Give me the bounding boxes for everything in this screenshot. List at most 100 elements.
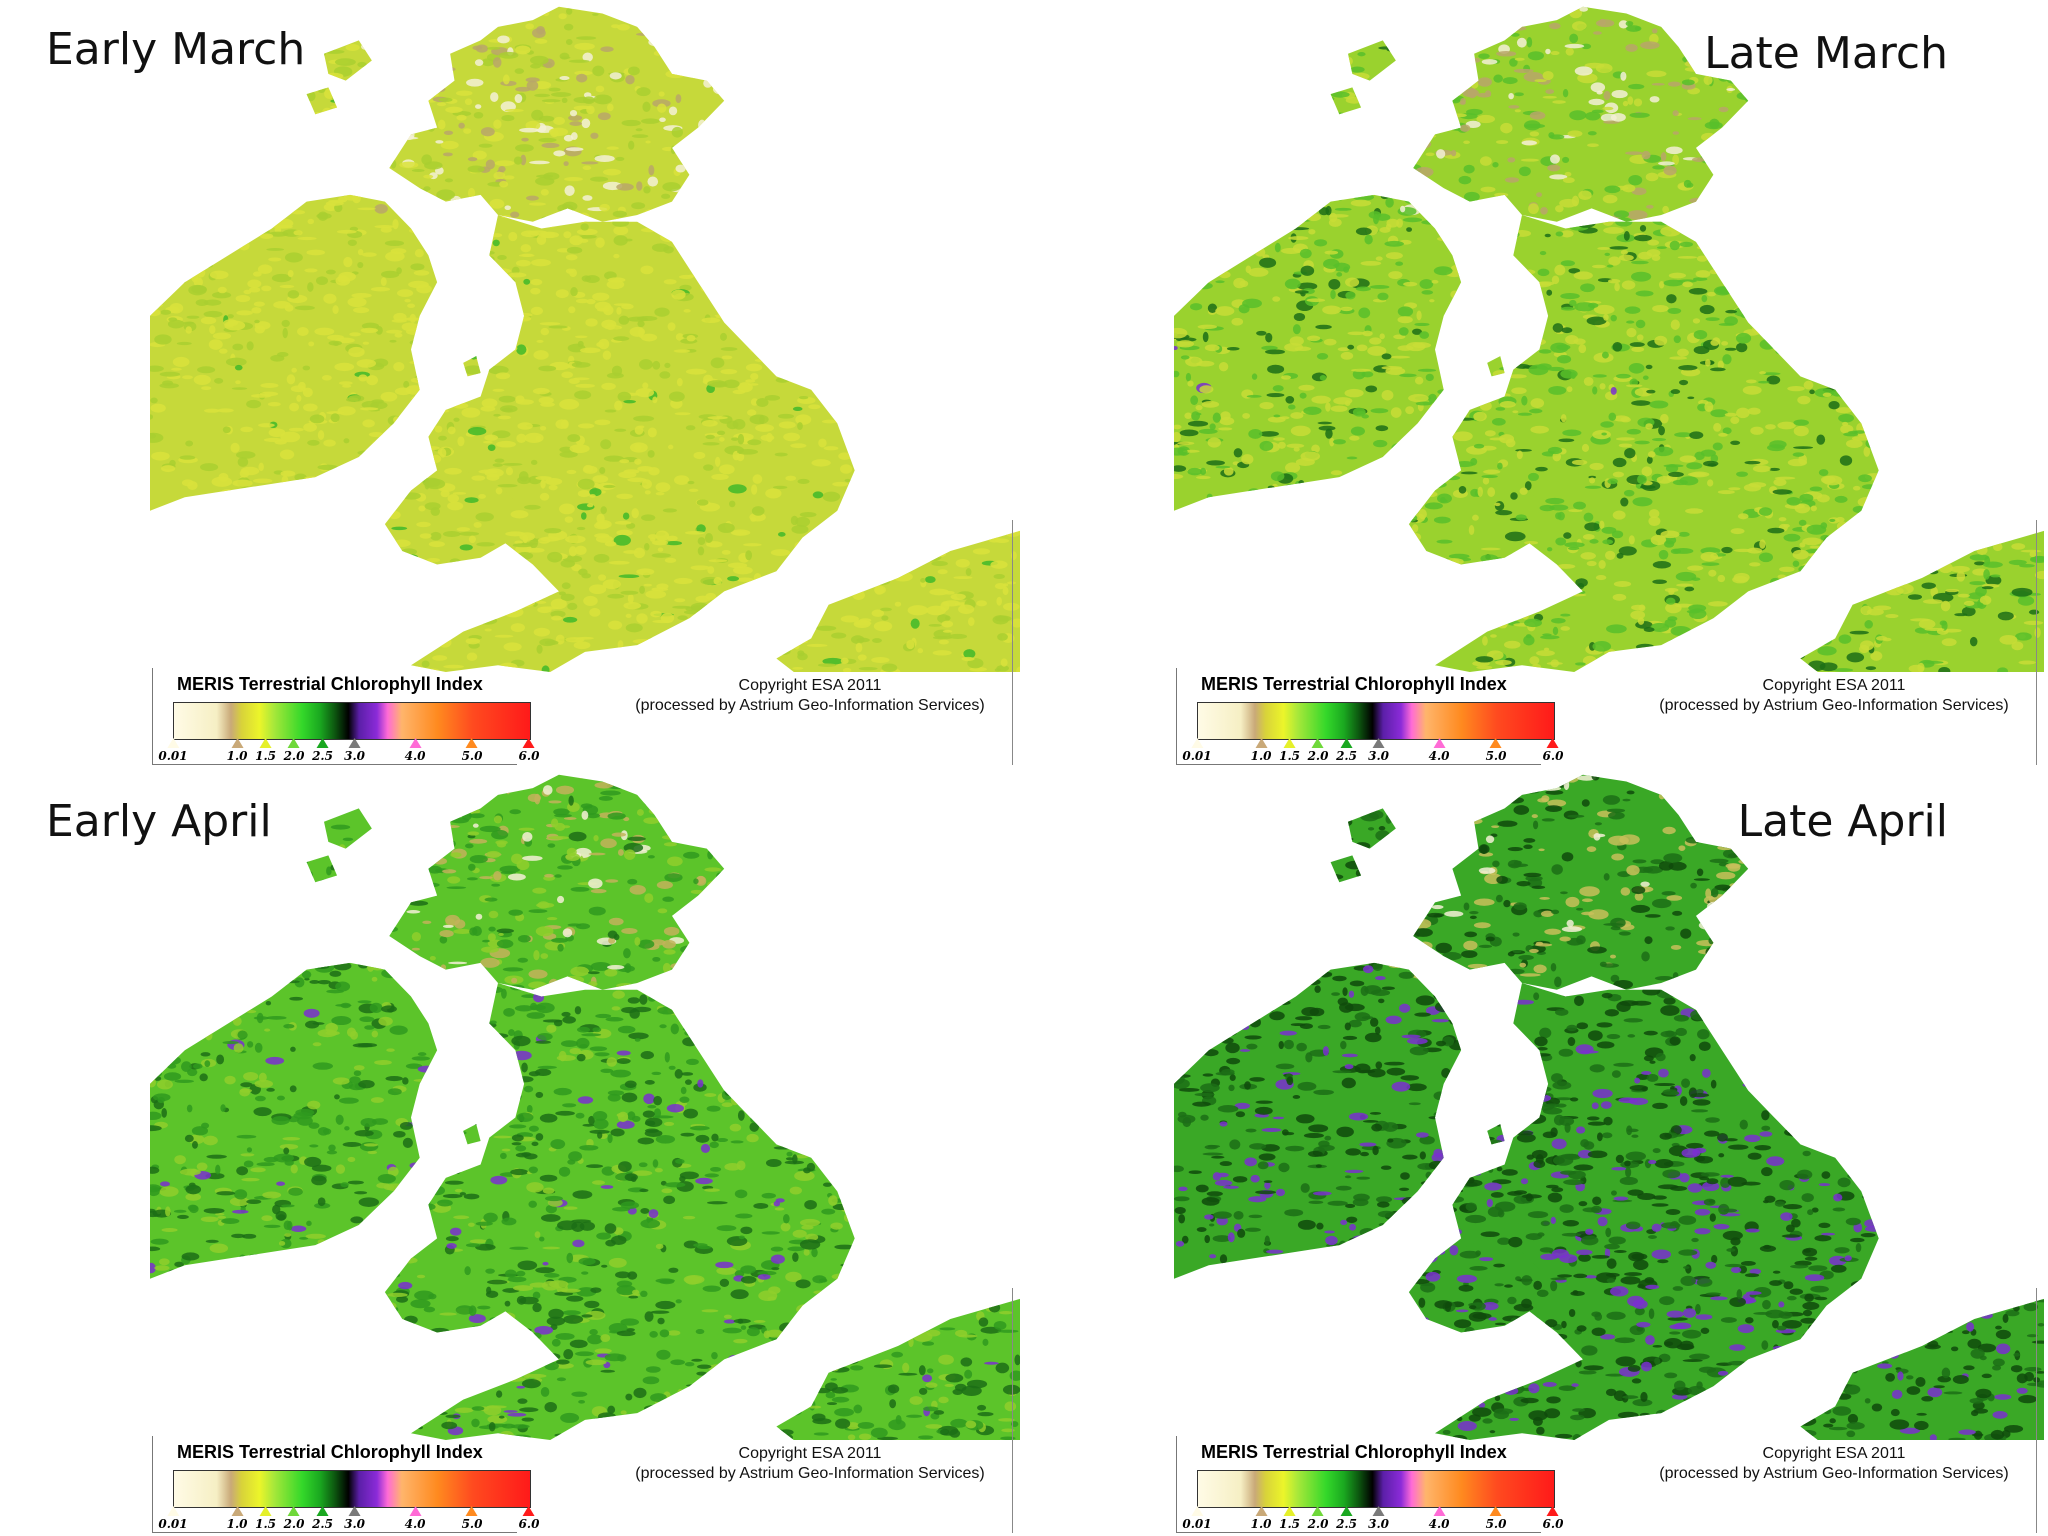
chlorophyll-map bbox=[1174, 768, 2044, 1440]
tick-marker-icon bbox=[1546, 1506, 1559, 1516]
copyright-line1: Copyright ESA 2011 bbox=[1762, 677, 1906, 694]
tick-label: 1.5 bbox=[1279, 1517, 1300, 1531]
map-panel: Early March MERIS Terrestrial Chlorophyl… bbox=[0, 0, 1024, 768]
legend-ticks: 0.01 1.0 1.5 2.0 2.5 3.0 4.0 5.0 6.0 bbox=[1182, 1506, 1563, 1534]
chlorophyll-map bbox=[150, 768, 1020, 1440]
copyright-line1: Copyright ESA 2011 bbox=[738, 1445, 882, 1462]
tick-marker-icon bbox=[1372, 1506, 1385, 1516]
legend-color-scale bbox=[1197, 1470, 1555, 1508]
tick-marker-icon bbox=[1372, 738, 1385, 748]
copyright-line1: Copyright ESA 2011 bbox=[1762, 1445, 1906, 1462]
tick-marker-icon bbox=[1490, 738, 1503, 748]
legend-tick: 5.0 bbox=[1485, 738, 1507, 763]
legend-color-scale bbox=[173, 1470, 531, 1508]
tick-marker-icon bbox=[348, 738, 361, 748]
tick-marker-icon bbox=[466, 1506, 479, 1516]
legend-tick: 4.0 bbox=[1429, 738, 1450, 763]
tick-label: 1.0 bbox=[1250, 1517, 1272, 1531]
tick-label: 2.5 bbox=[312, 1517, 333, 1531]
tick-marker-icon bbox=[409, 738, 422, 748]
tick-label: 4.0 bbox=[404, 749, 426, 763]
landmass-group bbox=[150, 774, 1020, 1440]
tick-label: 4.0 bbox=[404, 1517, 426, 1531]
legend-tick: 2.0 bbox=[1307, 1506, 1329, 1531]
legend-tick: 0.01 bbox=[158, 738, 188, 763]
legend-tick: 2.5 bbox=[1336, 738, 1357, 763]
copyright-line2: (processed by Astrium Geo-Information Se… bbox=[1659, 1465, 2009, 1482]
tick-marker-icon bbox=[1255, 1506, 1268, 1516]
tick-marker-icon bbox=[288, 738, 301, 748]
legend-tick: 5.0 bbox=[461, 1506, 483, 1531]
tick-marker-icon bbox=[1340, 738, 1353, 748]
tick-label: 4.0 bbox=[1428, 749, 1450, 763]
copyright-line2: (processed by Astrium Geo-Information Se… bbox=[1659, 697, 2009, 714]
legend-title: MERIS Terrestrial Chlorophyll Index bbox=[1201, 1442, 1507, 1462]
legend-tick: 6.0 bbox=[519, 738, 539, 763]
tick-marker-icon bbox=[1283, 738, 1296, 748]
legend-tick: 2.0 bbox=[283, 1506, 305, 1531]
tick-marker-icon bbox=[1312, 738, 1325, 748]
panel-title: Early March bbox=[46, 24, 306, 75]
land-france bbox=[1800, 530, 2044, 672]
tick-label: 1.0 bbox=[226, 1517, 248, 1531]
tick-label: 2.0 bbox=[283, 1517, 305, 1531]
land-hebrides bbox=[306, 808, 372, 883]
legend-tick: 4.0 bbox=[405, 1506, 426, 1531]
legend-tick: 6.0 bbox=[518, 1506, 540, 1531]
tick-label: 1.5 bbox=[1279, 749, 1300, 763]
copyright-note: Copyright ESA 2011 (processed by Astrium… bbox=[600, 676, 1020, 716]
tick-marker-icon bbox=[522, 738, 535, 748]
legend-ticks: 0.01 1.0 1.5 2.0 2.5 3.0 4.0 5.0 6.0 bbox=[158, 1506, 539, 1534]
panel-divider bbox=[2036, 520, 2037, 765]
copyright-line1: Copyright ESA 2011 bbox=[738, 677, 882, 694]
tick-marker-icon bbox=[522, 1506, 535, 1516]
legend-color-scale bbox=[1197, 702, 1555, 740]
tick-label: 1.0 bbox=[226, 749, 248, 763]
tick-label: 6.0 bbox=[518, 1517, 540, 1531]
legend-tick: 3.0 bbox=[344, 1506, 365, 1531]
legend-tick: 3.0 bbox=[1368, 738, 1389, 763]
tick-marker-icon bbox=[466, 738, 479, 748]
tick-marker-icon bbox=[259, 738, 272, 748]
copyright-note: Copyright ESA 2011 (processed by Astrium… bbox=[1624, 1444, 2044, 1484]
map-panel: Late April MERIS Terrestrial Chlorophyll… bbox=[1024, 768, 2048, 1536]
legend-tick: 5.0 bbox=[1485, 1506, 1507, 1531]
legend-color-scale bbox=[173, 702, 531, 740]
legend-tick: 2.0 bbox=[1307, 738, 1329, 763]
legend: MERIS Terrestrial Chlorophyll Index 0.01… bbox=[152, 1436, 539, 1533]
tick-label: 1.5 bbox=[255, 749, 276, 763]
legend-tick: 6.0 bbox=[1543, 1506, 1563, 1531]
tick-marker-icon bbox=[1190, 738, 1203, 748]
tick-label: 2.0 bbox=[1307, 749, 1329, 763]
tick-label: 5.0 bbox=[1485, 749, 1507, 763]
chlorophyll-map bbox=[1174, 0, 2044, 672]
tick-label: 5.0 bbox=[1485, 1517, 1507, 1531]
legend: MERIS Terrestrial Chlorophyll Index 0.01… bbox=[1176, 1436, 1563, 1533]
tick-marker-icon bbox=[231, 738, 244, 748]
legend-tick: 0.01 bbox=[1182, 738, 1212, 763]
tick-marker-icon bbox=[348, 1506, 361, 1516]
legend: MERIS Terrestrial Chlorophyll Index 0.01… bbox=[152, 668, 539, 765]
tick-label: 3.0 bbox=[1368, 1517, 1389, 1531]
legend-title: MERIS Terrestrial Chlorophyll Index bbox=[1201, 674, 1507, 694]
tick-marker-icon bbox=[166, 1506, 179, 1516]
legend-tick: 1.5 bbox=[1279, 738, 1300, 763]
panel-title: Late March bbox=[1704, 28, 1948, 79]
tick-label: 2.0 bbox=[283, 749, 305, 763]
tick-label: 3.0 bbox=[344, 1517, 365, 1531]
copyright-line2: (processed by Astrium Geo-Information Se… bbox=[635, 697, 985, 714]
tick-label: 2.0 bbox=[1307, 1517, 1329, 1531]
legend-tick: 2.0 bbox=[283, 738, 305, 763]
tick-marker-icon bbox=[231, 1506, 244, 1516]
copyright-note: Copyright ESA 2011 (processed by Astrium… bbox=[1624, 676, 2044, 716]
legend-tick: 2.5 bbox=[1336, 1506, 1357, 1531]
legend-tick: 2.5 bbox=[312, 1506, 333, 1531]
tick-label: 1.0 bbox=[1250, 749, 1272, 763]
legend-tick: 1.0 bbox=[227, 1506, 248, 1531]
tick-label: 2.5 bbox=[1336, 1517, 1357, 1531]
map-panel: Late March MERIS Terrestrial Chlorophyll… bbox=[1024, 0, 2048, 768]
legend-title: MERIS Terrestrial Chlorophyll Index bbox=[177, 1442, 483, 1462]
tick-marker-icon bbox=[409, 1506, 422, 1516]
tick-label: 5.0 bbox=[461, 1517, 483, 1531]
legend-tick: 1.0 bbox=[1251, 738, 1272, 763]
